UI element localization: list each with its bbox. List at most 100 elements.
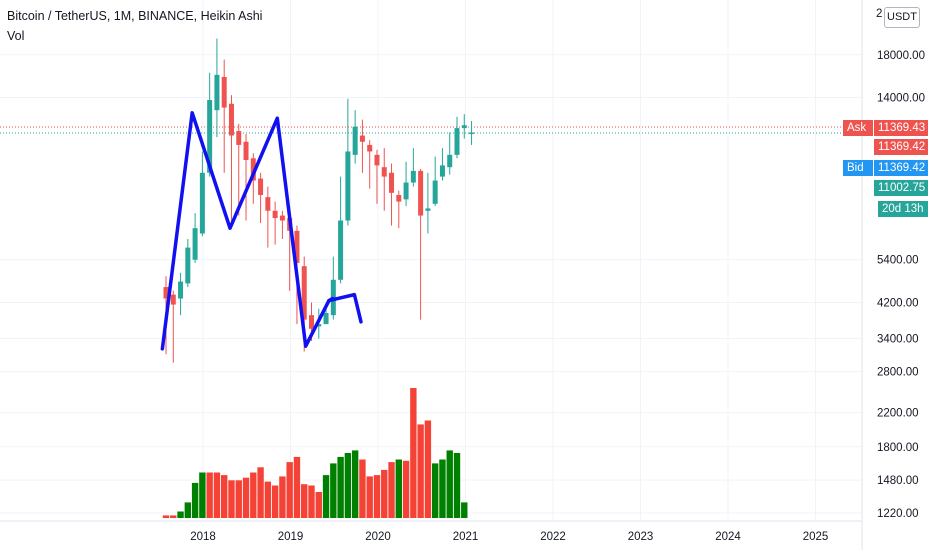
candle-body — [250, 158, 256, 181]
volume-bar — [184, 502, 192, 518]
price-tick-label: 4200.00 — [877, 298, 919, 310]
candle-body — [279, 215, 285, 221]
time-tick-label: 2023 — [628, 531, 654, 543]
candle-body — [178, 281, 184, 299]
candle-body — [418, 170, 424, 216]
volume-bar — [213, 472, 221, 518]
price-tick-label: 5400.00 — [877, 255, 919, 267]
candle-body — [265, 197, 271, 211]
volume-bar — [177, 511, 184, 518]
candle-body — [309, 315, 314, 329]
bar-countdown: 20d 13h — [874, 201, 928, 217]
volume-bar — [279, 476, 286, 518]
candle-body — [185, 247, 191, 284]
volume-bar — [301, 484, 308, 518]
time-tick-label: 2019 — [278, 531, 304, 543]
candle-body — [367, 144, 373, 152]
time-tick-label: 2024 — [715, 531, 741, 543]
price-tick-label: 2200.00 — [877, 408, 919, 420]
symbol-legend: Bitcoin / TetherUS, 1M, BINANCE, Heikin … — [7, 9, 263, 23]
price-tick-label: 1480.00 — [877, 475, 919, 487]
bid-label: Bid — [843, 160, 873, 176]
volume-bar — [453, 453, 461, 518]
time-tick-label: 2025 — [803, 531, 829, 543]
volume-bar — [191, 482, 199, 518]
candle-body — [439, 165, 445, 177]
candle-body — [170, 294, 176, 305]
volume-bar — [206, 472, 213, 518]
price-tick-label: 1800.00 — [877, 442, 919, 454]
candle-body — [163, 287, 169, 299]
volume-legend: Vol — [7, 29, 25, 43]
candle-body — [432, 180, 438, 204]
volume-bar — [271, 485, 279, 518]
volume-bar — [330, 463, 337, 518]
trend-drawing — [160, 111, 363, 351]
volume-bar — [250, 472, 257, 518]
time-tick-label: 2020 — [365, 531, 391, 543]
candle-body — [199, 172, 205, 234]
volume-bar — [373, 475, 381, 518]
candle-body — [192, 228, 198, 260]
candle-body — [214, 74, 220, 111]
time-tick-label: 2022 — [540, 531, 566, 543]
candle-body — [359, 135, 365, 142]
candle-body — [381, 167, 387, 177]
candle-body — [454, 128, 460, 155]
candle-body — [294, 230, 300, 263]
candle-body — [403, 182, 409, 200]
volume-bar — [402, 460, 410, 518]
volume-bar — [337, 456, 344, 518]
volume-bar — [431, 463, 439, 518]
volume-bar — [199, 472, 206, 518]
volume-bar — [461, 502, 468, 518]
candle-body — [228, 103, 234, 136]
candle-body — [316, 324, 322, 327]
candle-body — [323, 312, 329, 325]
price-tick-label: 18000.00 — [877, 50, 925, 62]
volume-bar — [264, 481, 272, 518]
candle-body — [207, 100, 213, 173]
volume-bar — [381, 469, 388, 518]
candle-body — [469, 132, 475, 135]
volume-bar — [257, 467, 264, 518]
volume-bar — [315, 492, 322, 518]
volume-bar — [221, 475, 228, 518]
volume-bar — [359, 459, 366, 518]
top-price-partial: 2 — [876, 8, 883, 20]
volume-bar — [417, 424, 424, 518]
volume-bar — [395, 459, 402, 518]
arrow-head — [327, 296, 335, 303]
candle-body — [272, 210, 278, 219]
time-axis: 2018 2019 2020 2021 2022 2023 2024 2025 — [190, 531, 828, 543]
ask-value: 11369.43 — [874, 120, 928, 136]
currency-button[interactable]: USDT — [884, 7, 920, 28]
volume-bar — [410, 388, 417, 518]
volume-bar — [228, 480, 235, 518]
candle-body — [221, 76, 227, 108]
chart-grid — [0, 0, 862, 521]
volume-bar — [322, 475, 330, 518]
last-price-value: 11369.42 — [874, 139, 928, 155]
volume-bar — [286, 462, 293, 518]
candle-body — [345, 151, 351, 221]
price-tick-label: 3400.00 — [877, 334, 919, 346]
volume-bar — [351, 450, 359, 518]
candle-body — [301, 266, 307, 320]
price-tick-label: 14000.00 — [877, 93, 925, 105]
time-tick-label: 2018 — [190, 531, 216, 543]
candle-body — [338, 220, 344, 280]
drawn-path — [160, 111, 363, 351]
volume-bar — [446, 450, 453, 518]
price-tick-label: 1220.00 — [877, 508, 919, 520]
candle-body — [258, 178, 264, 195]
low-price-value: 11002.75 — [874, 180, 928, 196]
candle-body — [243, 141, 249, 161]
candle-body — [447, 154, 453, 168]
volume-bar — [388, 462, 395, 518]
candle-body — [374, 154, 380, 166]
candle-body — [396, 194, 402, 202]
time-tick-label: 2021 — [453, 531, 479, 543]
volume-bar — [344, 453, 352, 518]
